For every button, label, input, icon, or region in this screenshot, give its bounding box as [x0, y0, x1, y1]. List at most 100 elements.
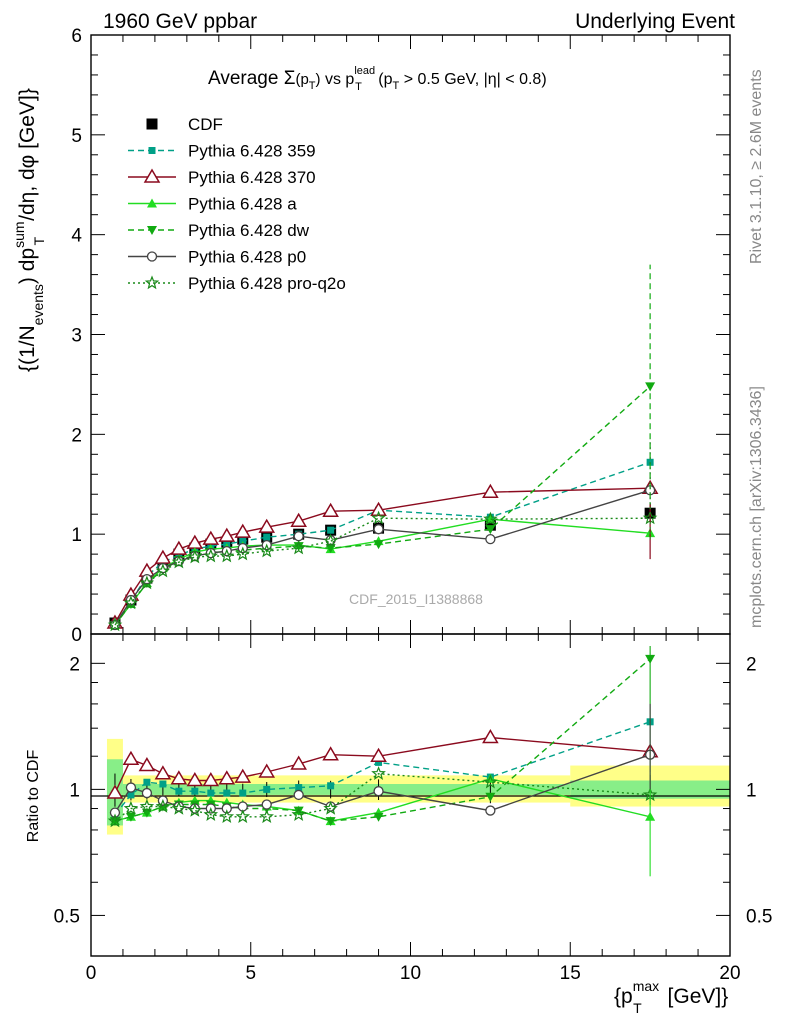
- data-point: [293, 531, 304, 542]
- legend-marker: [144, 275, 160, 290]
- ratio-series: [106, 645, 659, 877]
- data-point: [203, 548, 219, 563]
- legend-marker: [147, 226, 157, 235]
- ratio-point: [170, 770, 188, 785]
- data-point: [218, 527, 236, 542]
- y-tick-label: 4: [71, 226, 82, 247]
- ratio-point: [122, 750, 140, 766]
- header-left: 1960 GeV ppbar: [103, 10, 257, 33]
- data-point: [170, 540, 188, 555]
- header-right: Underlying Event: [575, 10, 735, 33]
- ratio-series-pythia-6-428-370: [106, 729, 659, 799]
- mcplots-label: mcplots.cern.ch [arXiv:1306.3436]: [748, 386, 765, 628]
- ratio-point: [290, 755, 307, 770]
- x-axis-label: {pmax T [GeV]}: [614, 978, 728, 1016]
- data-point: [219, 548, 235, 563]
- data-point: [371, 510, 386, 525]
- data-point: [373, 524, 384, 535]
- ratio-point: [175, 787, 183, 795]
- watermark: CDF_2015_I1388868: [349, 591, 483, 607]
- legend-label: Pythia 6.428 359: [188, 142, 316, 161]
- x-tick-label: 10: [400, 963, 421, 984]
- ratio-point: [375, 758, 383, 766]
- main-ticks: 0 1 2 3 4 5 6: [71, 26, 731, 646]
- ratio-point: [291, 807, 306, 821]
- ratio-point: [186, 772, 204, 787]
- data-point: [325, 544, 336, 554]
- ratio-ylabel: Ratio to CDF: [25, 750, 42, 843]
- legend-label: CDF: [188, 115, 223, 134]
- data-point: [155, 563, 171, 578]
- y-tick-label: 1: [71, 525, 82, 546]
- ratio-y-tick-label-left: 0.5: [54, 906, 80, 927]
- data-point: [125, 594, 137, 606]
- ratio-y-tick-label-right: 2: [746, 654, 757, 675]
- legend: CDF Pythia 6.428 359 Pythia 6.428 370 Pythi…: [128, 115, 346, 293]
- ratio-point: [325, 817, 336, 827]
- ratio-point: [127, 791, 135, 799]
- ratio-line: [114, 772, 651, 822]
- ratio-point: [221, 803, 232, 814]
- main-title: Average Σ(pT) vs plead T (pT > 0.5 GeV, |…: [208, 65, 547, 93]
- ratio-point: [107, 813, 123, 828]
- data-point: [123, 595, 139, 610]
- ratio-point: [125, 812, 136, 822]
- ratio-point: [323, 800, 338, 815]
- y-tick-label: 2: [71, 425, 82, 446]
- data-point: [263, 533, 271, 541]
- ratio-point: [203, 807, 219, 821]
- ratio-line: [114, 721, 651, 816]
- ratio-point: [139, 798, 155, 813]
- y-tick-label: 6: [71, 26, 82, 47]
- data-point: [290, 512, 307, 527]
- legend-marker: [148, 147, 156, 154]
- ratio-point: [207, 789, 215, 797]
- data-point: [291, 540, 306, 555]
- ratio-point: [234, 768, 252, 783]
- rivet-label: Rivet 3.1.10, ≥ 2.6M events: [748, 69, 765, 264]
- legend-label: Pythia 6.428 pro-q2o: [188, 274, 346, 293]
- ratio-point: [373, 786, 384, 797]
- ratio-ticks: 0.5 0.51 12 20 5 10 15 20: [54, 634, 772, 984]
- ratio-y-tick-label-left: 2: [69, 654, 80, 675]
- y-tick-label: 5: [71, 126, 82, 147]
- data-point: [327, 526, 335, 534]
- ratio-point: [155, 798, 171, 813]
- ratio-point: [219, 809, 235, 824]
- ratio-y-tick-label-right: 1: [746, 780, 757, 801]
- ratio-point: [138, 757, 156, 772]
- ratio-panel: 0.5 0.51 12 20 5 10 15 20 Ratio to CDF: [25, 633, 772, 984]
- main-panel: 0 1 2 3 4 5 6 CDF_2015_I1388868 Average Σ(pT) …: [11, 26, 731, 646]
- legend-marker: [147, 198, 157, 208]
- ratio-point: [171, 800, 187, 815]
- x-tick-label: 5: [245, 963, 256, 984]
- ratio-point: [295, 784, 303, 792]
- series-cdf: [109, 503, 656, 629]
- data-point: [323, 533, 338, 548]
- main-ylabel: {(1/Nevents) dpsum T/dη, dφ [GeV]}: [11, 88, 47, 372]
- series-line: [114, 385, 651, 626]
- y-tick-label: 0: [71, 625, 82, 646]
- ratio-point: [143, 778, 151, 786]
- ratio-bands: [106, 738, 730, 835]
- data-point: [171, 554, 187, 569]
- ratio-point: [125, 782, 137, 793]
- ratio-point: [370, 747, 387, 762]
- ratio-point: [261, 799, 272, 810]
- data-point: [485, 525, 496, 535]
- ratio-point: [293, 806, 304, 816]
- ratio-point: [327, 782, 335, 790]
- data-point: [235, 546, 251, 561]
- ratio-point: [258, 763, 276, 778]
- ratio-point: [485, 792, 496, 802]
- data-point: [154, 549, 172, 564]
- ratio-y-tick-label-right: 0.5: [746, 906, 772, 927]
- ratio-point: [218, 770, 236, 785]
- ratio-point: [371, 766, 386, 780]
- ratio-point: [263, 785, 271, 793]
- series-line: [114, 518, 651, 626]
- ratio-point: [141, 787, 153, 799]
- ratio-point: [187, 802, 203, 817]
- legend-label: Pythia 6.428 dw: [188, 221, 310, 240]
